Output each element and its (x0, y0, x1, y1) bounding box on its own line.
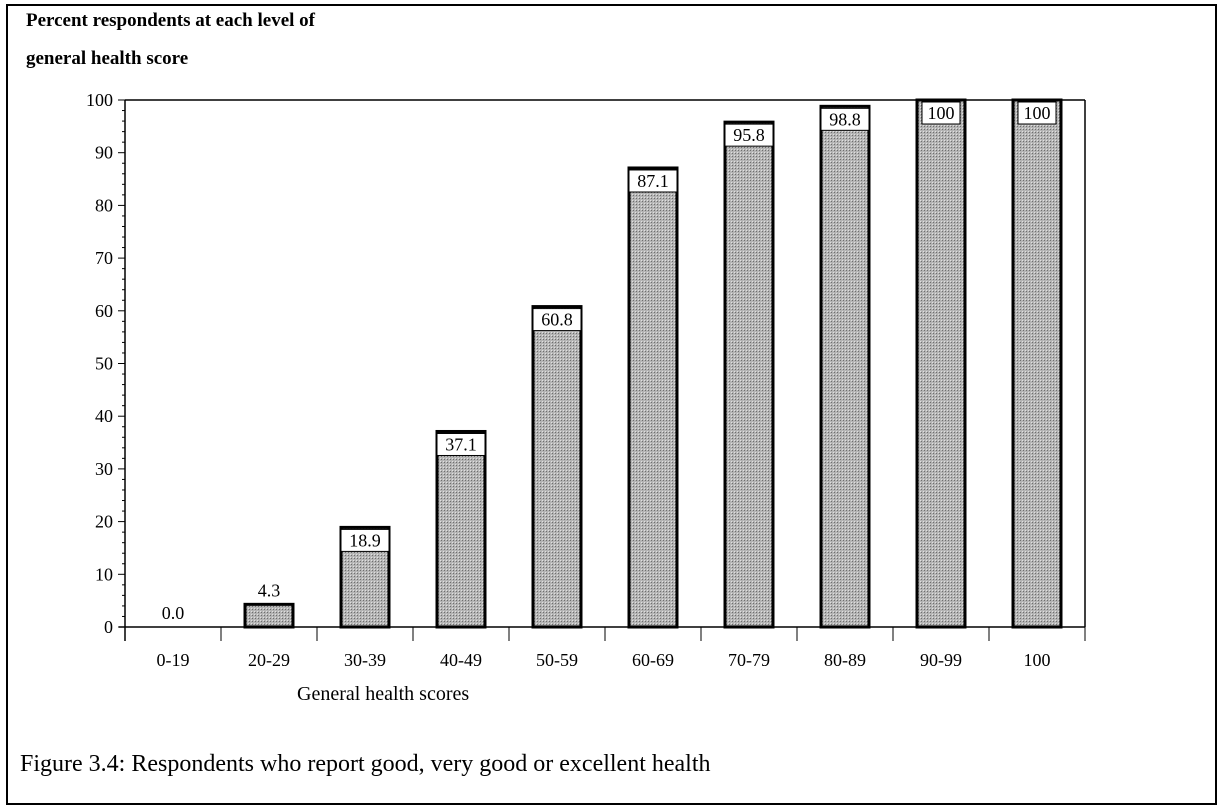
data-label-20-29: 4.3 (258, 580, 281, 600)
figure-frame (6, 4, 1217, 805)
data-label-100: 100 (1024, 103, 1051, 123)
bar-100 (1011, 98, 1063, 629)
data-label-50-59: 60.8 (541, 310, 573, 330)
data-label-0-19: 0.0 (162, 603, 185, 623)
data-label-70-79: 95.8 (733, 125, 765, 145)
y-tick-label: 40 (95, 406, 113, 426)
bar-40-49 (435, 429, 487, 629)
data-label-40-49: 37.1 (445, 434, 477, 454)
data-label-90-99: 100 (928, 103, 955, 123)
y-tick-label: 30 (95, 459, 113, 479)
data-label-60-69: 87.1 (637, 171, 669, 191)
x-tick-label-90-99: 90-99 (920, 650, 962, 670)
data-label-box-50-59 (532, 308, 582, 332)
x-tick-label-70-79: 70-79 (728, 650, 770, 670)
data-label-box-30-39 (340, 528, 390, 552)
data-label-box-100 (1017, 101, 1057, 125)
y-axis-label-line-1: Percent respondents at each level of (26, 10, 315, 31)
bar-20-29 (243, 602, 295, 629)
data-label-box-80-89 (820, 107, 870, 131)
x-tick-label-0-19: 0-19 (157, 650, 190, 670)
bar-60-69 (627, 166, 679, 629)
y-tick-label: 90 (95, 143, 113, 163)
bar-90-99 (915, 98, 967, 629)
y-axis-label-line-2: general health score (26, 48, 189, 69)
bar-50-59 (531, 305, 583, 629)
y-tick-label: 10 (95, 564, 113, 584)
x-axis-label: General health scores (297, 683, 470, 705)
x-tick-label-60-69: 60-69 (632, 650, 674, 670)
y-tick-label: 100 (86, 90, 113, 110)
y-tick-label: 70 (95, 248, 113, 268)
data-label-box-60-69 (628, 169, 678, 193)
figure-caption: Figure 3.4: Respondents who report good,… (20, 751, 711, 777)
bar-80-89 (819, 104, 871, 629)
data-label-box-40-49 (436, 432, 486, 456)
bar-70-79 (723, 120, 775, 629)
data-label-box-90-99 (921, 101, 961, 125)
x-tick-label-100: 100 (1024, 650, 1051, 670)
data-label-80-89: 98.8 (829, 109, 861, 129)
data-label-box-70-79 (724, 123, 774, 147)
y-tick-label: 0 (104, 617, 113, 637)
y-tick-label: 60 (95, 301, 113, 321)
x-tick-label-20-29: 20-29 (248, 650, 290, 670)
axes-layer (118, 99, 1086, 641)
y-tick-label: 50 (95, 354, 113, 374)
y-tick-label: 20 (95, 512, 113, 532)
x-tick-label-30-39: 30-39 (344, 650, 386, 670)
bars-layer (243, 98, 1063, 629)
x-tick-label-80-89: 80-89 (824, 650, 866, 670)
labels-layer: 0 10 20 30 40 50 60 70 80 90 100 0-19 20-29 30-39 40-4… (86, 90, 1057, 670)
y-tick-label: 80 (95, 195, 113, 215)
data-label-30-39: 18.9 (349, 530, 381, 550)
x-tick-label-50-59: 50-59 (536, 650, 578, 670)
x-tick-label-40-49: 40-49 (440, 650, 482, 670)
